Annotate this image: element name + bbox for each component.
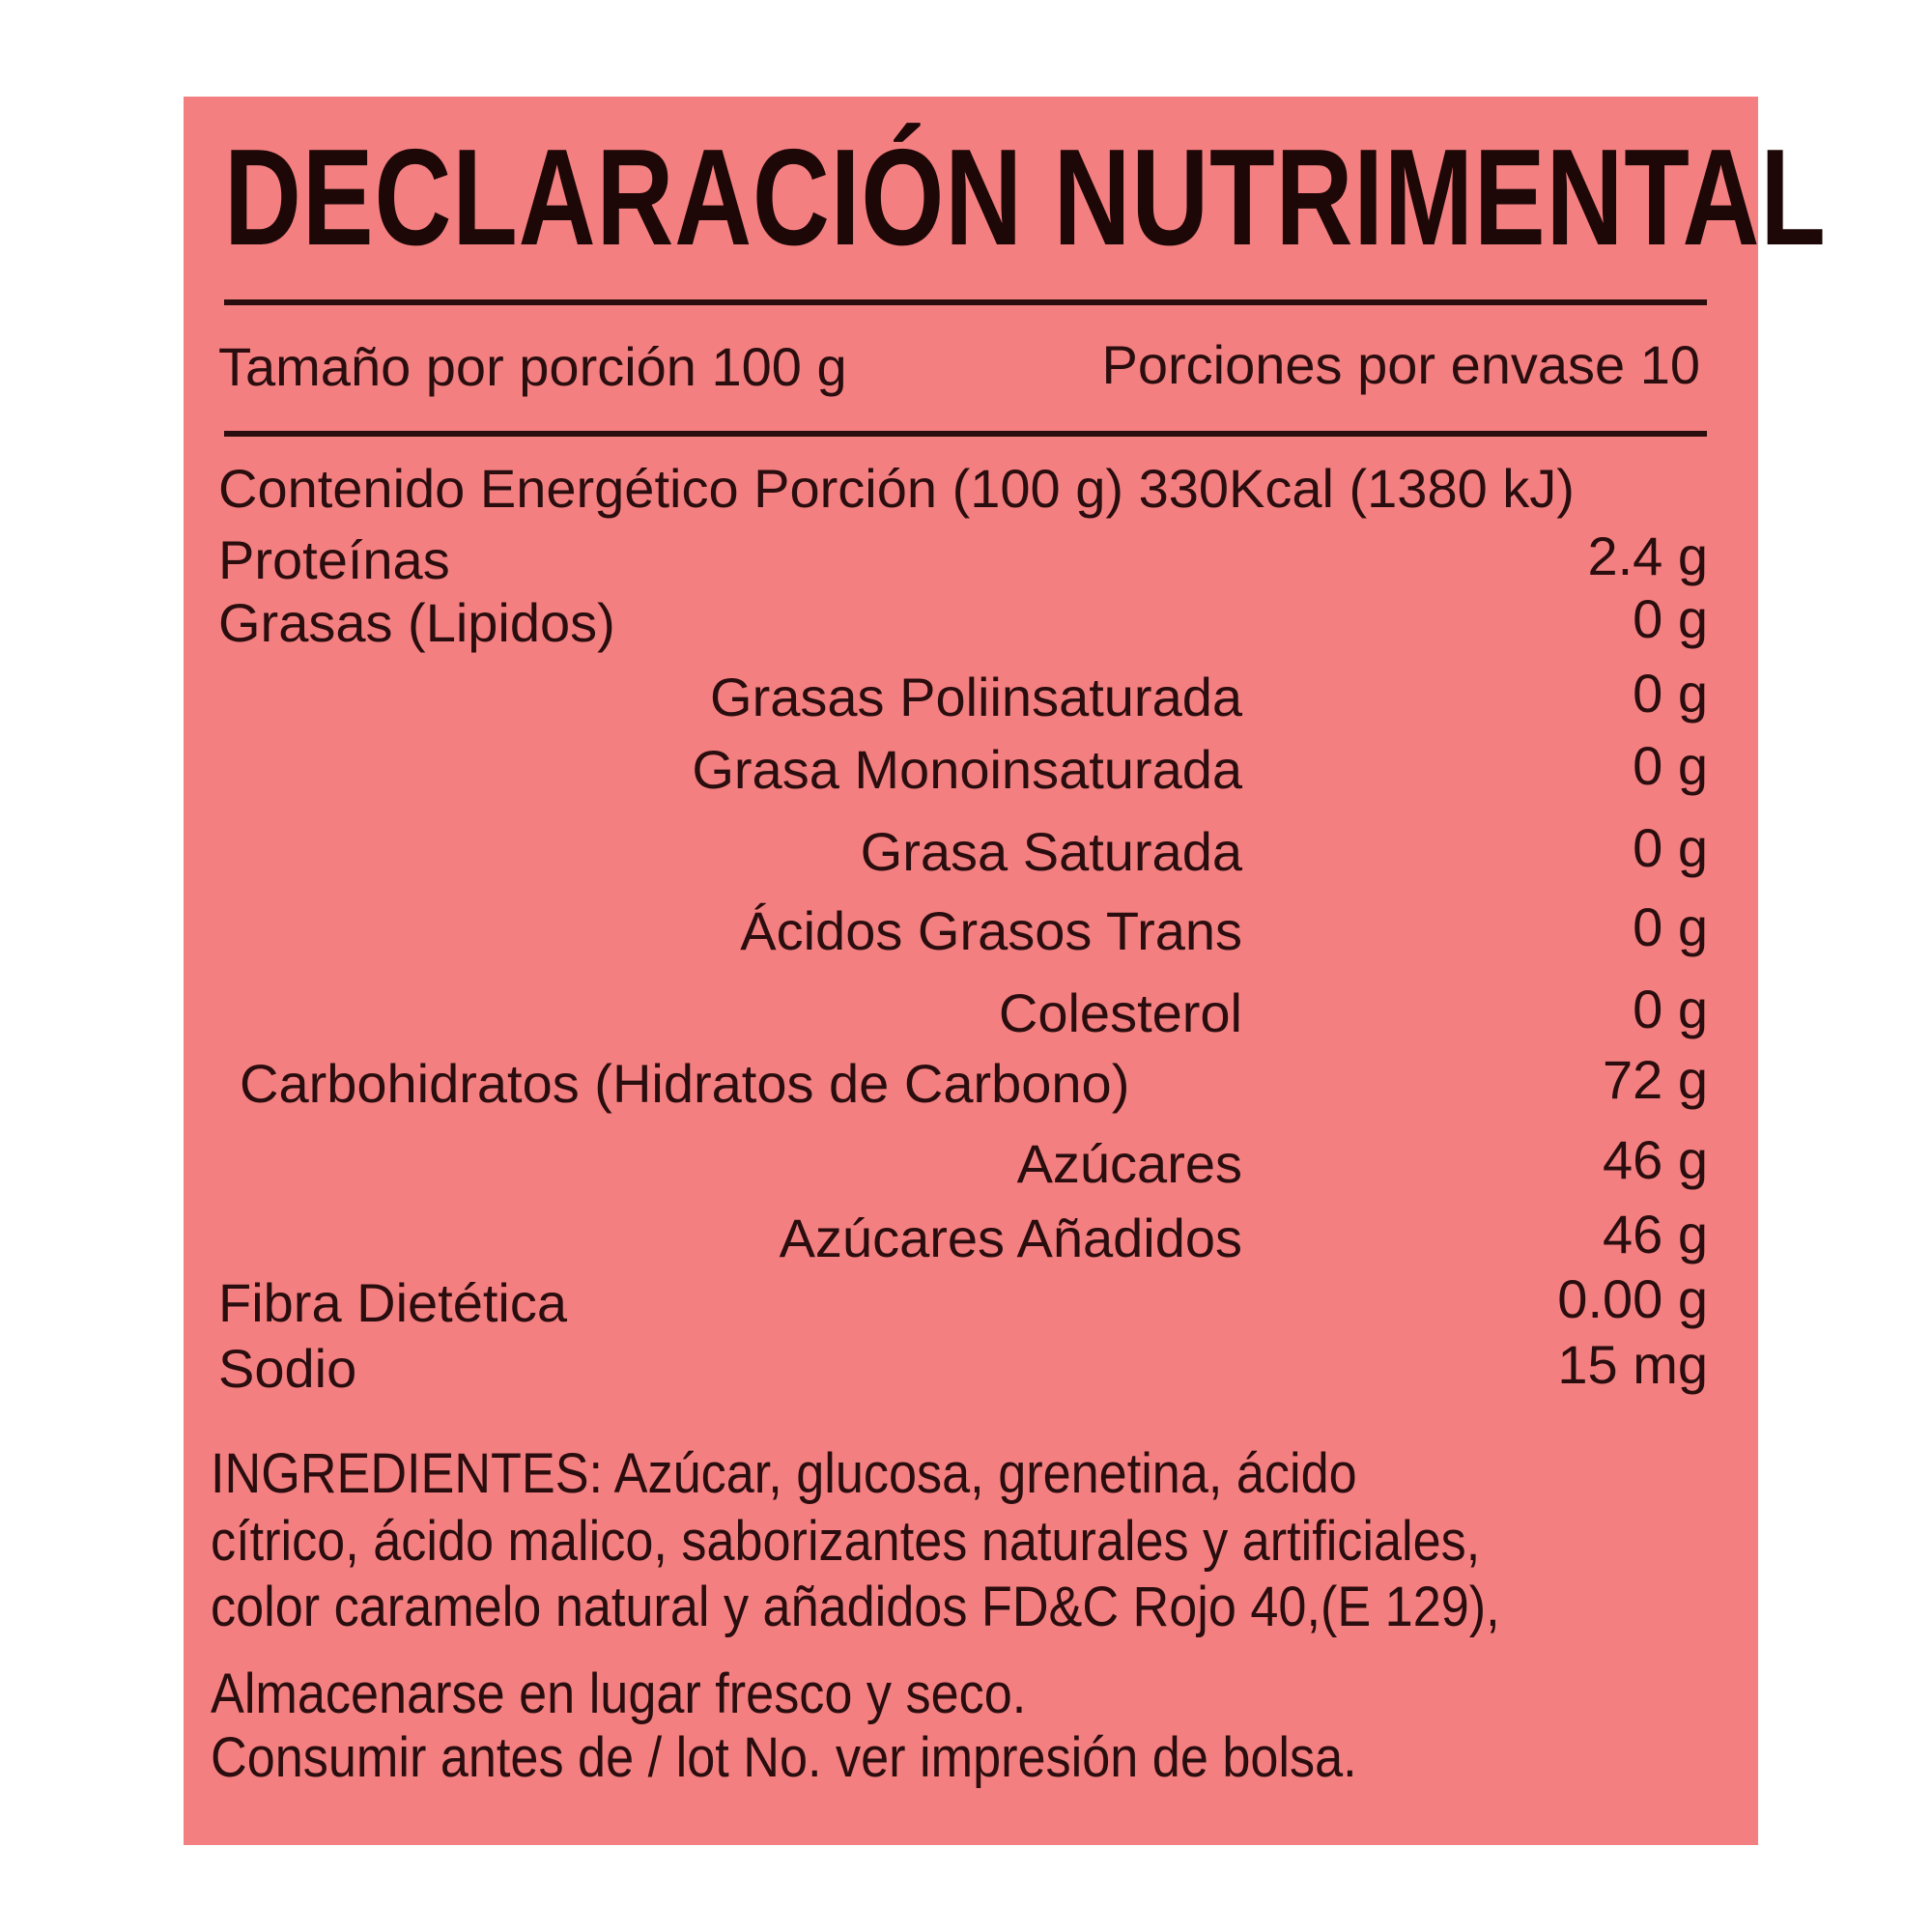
nutrient-label: Sodio [218, 1338, 357, 1399]
nutrient-label: Grasa Monoinsaturada [692, 739, 1242, 800]
ingredients-line: color caramelo natural y añadidos FD&C R… [211, 1576, 1500, 1638]
ingredients-line: INGREDIENTES: Azúcar, glucosa, grenetina… [211, 1442, 1357, 1505]
nutrient-label: Grasa Saturada [860, 821, 1242, 882]
nutrient-label: Azúcares [1016, 1133, 1242, 1194]
serving-size: Tamaño por porción 100 g [218, 336, 847, 397]
best-before-note: Consumir antes de / lot No. ver impresió… [211, 1726, 1357, 1789]
servings-per-container: Porciones por envase 10 [1101, 334, 1701, 395]
nutrition-label-panel [184, 97, 1758, 1845]
nutrient-value: 0 g [1633, 588, 1708, 649]
divider [224, 431, 1707, 437]
nutrient-value: 0.00 g [1557, 1268, 1708, 1329]
divider [224, 299, 1707, 305]
ingredients-line: cítrico, ácido malico, saborizantes natu… [211, 1510, 1481, 1573]
nutrient-label: Colesterol [998, 982, 1242, 1043]
nutrient-label: Ácidos Grasos Trans [740, 900, 1242, 961]
nutrient-label: Azúcares Añadidos [779, 1208, 1242, 1268]
nutrient-label: Fibra Dietética [218, 1272, 568, 1333]
nutrient-value: 72 g [1603, 1049, 1708, 1110]
nutrient-value: 15 mg [1557, 1334, 1708, 1395]
nutrient-value: 46 g [1603, 1204, 1708, 1264]
nutrient-value: 0 g [1633, 817, 1708, 878]
energy-content: Contenido Energético Porción (100 g) 330… [218, 458, 1575, 519]
storage-note: Almacenarse en lugar fresco y seco. [211, 1662, 1027, 1725]
nutrient-value: 0 g [1633, 896, 1708, 957]
nutrient-value: 46 g [1603, 1129, 1708, 1190]
nutrient-label: Grasas Poliinsaturada [710, 667, 1242, 727]
nutrient-value: 0 g [1633, 979, 1708, 1039]
nutrient-value: 0 g [1633, 663, 1708, 724]
nutrient-value: 0 g [1633, 735, 1708, 796]
nutrient-value: 2.4 g [1587, 526, 1708, 586]
label-title: DECLARACIÓN NUTRIMENTAL [224, 121, 1827, 274]
nutrient-label: Proteínas [218, 529, 450, 590]
nutrient-label: Grasas (Lipidos) [218, 592, 615, 653]
nutrient-label: Carbohidratos (Hidratos de Carbono) [240, 1053, 1130, 1114]
